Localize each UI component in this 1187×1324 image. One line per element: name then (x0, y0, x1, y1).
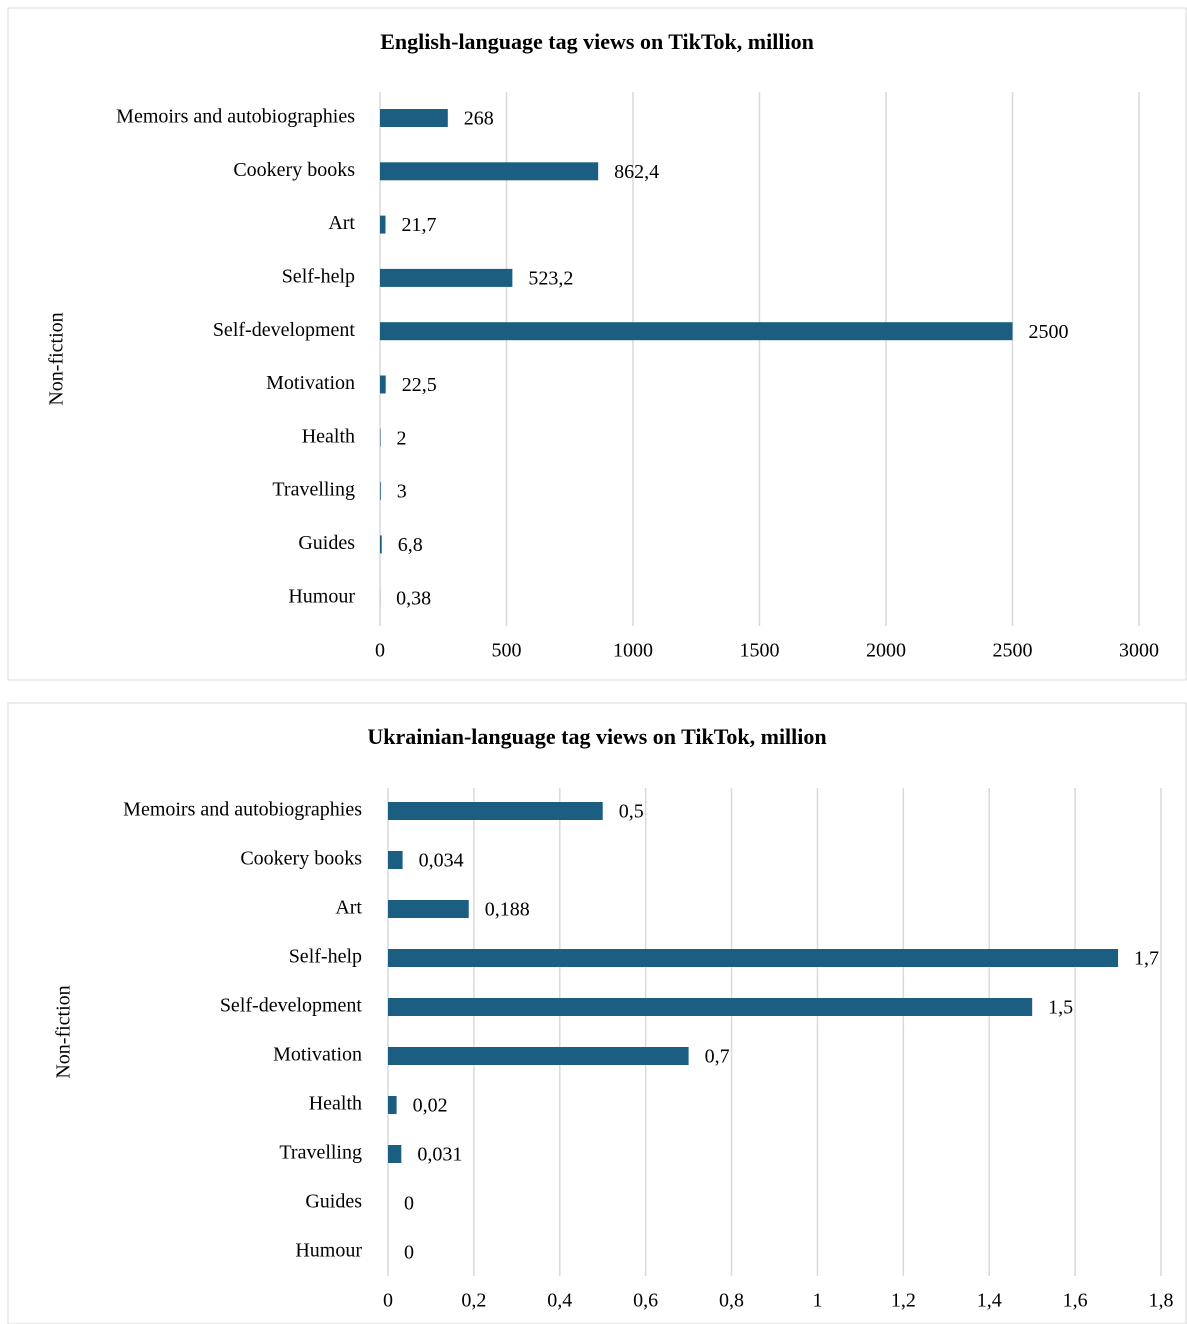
category-label: Art (335, 897, 362, 919)
value-label: 0 (404, 1242, 414, 1264)
bar (380, 109, 448, 127)
bar (388, 1145, 402, 1163)
value-label: 0,188 (485, 899, 530, 921)
x-tick-label: 2500 (993, 640, 1033, 662)
bar (388, 851, 403, 869)
category-label: Art (328, 212, 355, 234)
x-tick-label: 1,8 (1149, 1290, 1174, 1312)
category-label: Cookery books (240, 848, 362, 870)
value-label: 0,38 (396, 587, 431, 609)
value-label: 0,034 (419, 850, 464, 872)
x-tick-label: 0 (375, 640, 385, 662)
bar (388, 900, 469, 918)
x-tick-label: 1,6 (1063, 1290, 1088, 1312)
category-label: Self-development (213, 319, 356, 341)
bar (380, 375, 386, 394)
bar (380, 268, 513, 287)
value-label: 0,031 (417, 1144, 462, 1166)
category-label: Health (309, 1093, 362, 1115)
value-label: 6,8 (398, 534, 423, 556)
x-tick-label: 1,2 (891, 1290, 916, 1312)
x-tick-label: 1,4 (977, 1290, 1002, 1312)
category-label: Self-development (220, 995, 363, 1017)
chart-frame (7, 7, 1187, 681)
bar (380, 535, 382, 554)
value-label: 1,7 (1134, 948, 1159, 970)
y-axis-label: Non-fiction (53, 985, 75, 1078)
x-tick-label: 0,8 (719, 1290, 744, 1312)
category-label: Guides (305, 1191, 362, 1213)
value-label: 523,2 (528, 267, 573, 289)
bar (388, 949, 1119, 967)
bar (388, 802, 603, 820)
x-tick-label: 0,2 (461, 1290, 486, 1312)
category-label: Travelling (279, 1142, 362, 1164)
value-label: 268 (464, 108, 494, 130)
category-label: Humour (295, 1240, 362, 1262)
y-axis-label: Non-fiction (46, 312, 68, 405)
value-label: 862,4 (614, 161, 659, 183)
x-tick-label: 3000 (1119, 640, 1159, 662)
x-tick-label: 2000 (866, 640, 906, 662)
category-label: Memoirs and autobiographies (123, 799, 362, 821)
category-label: Memoirs and autobiographies (116, 106, 355, 128)
value-label: 0 (404, 1193, 414, 1215)
x-tick-label: 1 (812, 1290, 822, 1312)
chart-title: Ukrainian-language tag views on TikTok, … (367, 724, 826, 749)
bar (388, 1047, 689, 1065)
value-label: 2 (397, 427, 407, 449)
value-label: 2500 (1029, 321, 1069, 343)
x-tick-label: 500 (492, 640, 522, 662)
x-tick-label: 1500 (740, 640, 780, 662)
bar (388, 998, 1033, 1016)
bar (388, 1096, 397, 1114)
bar (380, 322, 1013, 341)
category-label: Travelling (272, 479, 355, 501)
value-label: 0,02 (413, 1095, 448, 1117)
value-label: 22,5 (402, 374, 437, 396)
category-label: Motivation (266, 372, 355, 394)
x-tick-label: 0 (383, 1290, 393, 1312)
bar (380, 162, 599, 181)
chart-title: English-language tag views on TikTok, mi… (380, 29, 814, 54)
value-label: 21,7 (401, 214, 436, 236)
bar (380, 428, 381, 447)
category-label: Health (302, 425, 355, 447)
value-label: 3 (397, 481, 407, 503)
x-tick-label: 0,6 (633, 1290, 658, 1312)
category-label: Motivation (273, 1044, 362, 1066)
value-label: 1,5 (1048, 997, 1073, 1019)
bar (380, 482, 381, 501)
category-label: Self-help (289, 946, 362, 968)
x-tick-label: 1000 (613, 640, 653, 662)
category-label: Guides (298, 532, 355, 554)
category-label: Cookery books (233, 159, 355, 181)
category-label: Humour (288, 585, 355, 607)
x-tick-label: 0,4 (547, 1290, 572, 1312)
category-label: Self-help (282, 265, 355, 287)
bar (380, 215, 386, 234)
value-label: 0,5 (619, 801, 644, 823)
value-label: 0,7 (705, 1046, 730, 1068)
